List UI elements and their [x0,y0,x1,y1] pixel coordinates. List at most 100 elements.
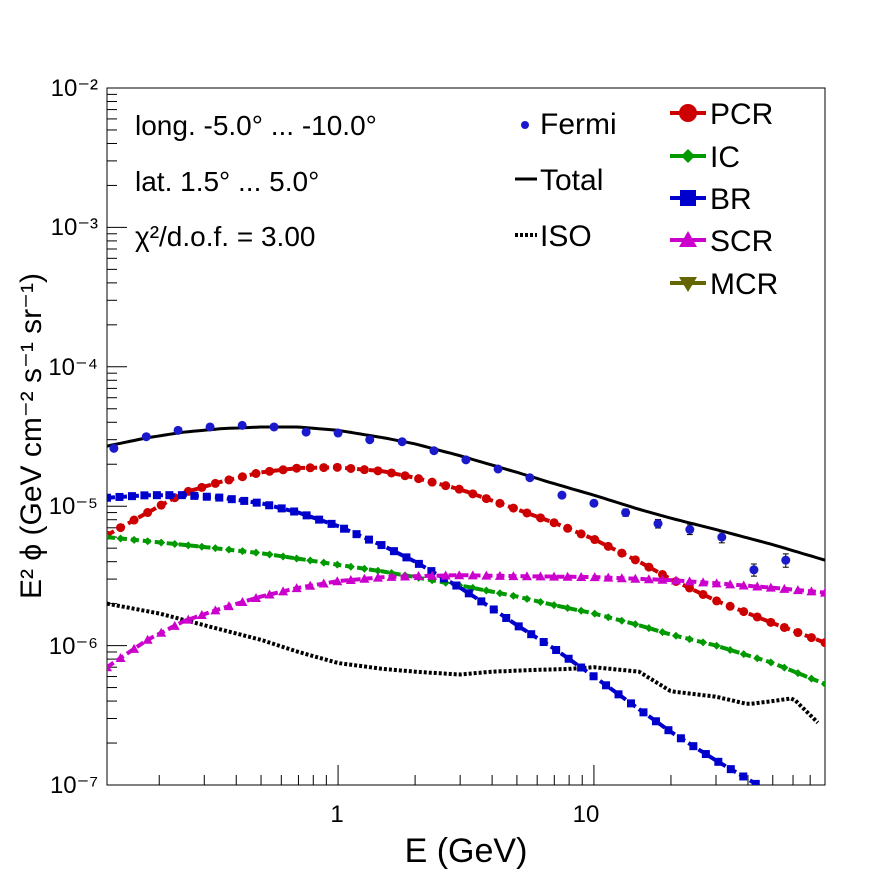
fermi-point [397,437,407,447]
series-marker-scr [210,605,221,615]
series-marker-scr [589,572,600,582]
series-marker-ic [116,534,125,543]
series-marker-ic [373,566,382,575]
legend-scr-label: SCR [710,225,773,258]
series-br [107,491,762,785]
series-marker-br [651,717,660,726]
series-marker-scr [725,579,736,589]
series-marker-ic [563,603,572,612]
series-marker-scr [630,573,641,583]
series-marker-scr [372,572,383,582]
series-marker-br [626,699,635,708]
series-marker-ic [279,552,288,561]
series-marker-ic [170,539,179,548]
series-marker-ic [509,591,518,600]
series-marker-br [527,630,536,639]
series-marker-pcr [332,462,342,472]
series-marker-br [265,501,274,510]
series-marker-pcr [685,583,695,593]
fermi-point [173,425,183,435]
series-marker-ic [157,538,166,547]
series-marker-scr [657,574,668,584]
series-marker-br [452,581,461,590]
series-marker-ic [333,560,342,569]
series-marker-pcr [292,463,302,473]
series-marker-br [389,547,398,556]
series-marker-scr [237,597,248,607]
series-marker-pcr [630,555,640,565]
series-marker-ic [224,545,233,554]
legend-fermi-marker [521,121,529,129]
series-marker-ic [793,669,802,678]
series-marker-ic [184,541,193,550]
legend-iso-label: ISO [540,220,592,253]
series-marker-scr [603,572,614,582]
series-marker-scr [521,571,532,581]
y-tick-label: 10⁻⁶ [49,633,98,660]
fermi-point [749,565,759,575]
series-marker-ic [197,542,206,551]
series-marker-br [602,681,611,690]
series-marker-br [152,491,161,500]
series-marker-ic [211,544,220,553]
series-marker-ic [143,537,152,546]
series-marker-pcr [712,596,722,606]
series-marker-ic [658,628,667,637]
series-marker-pcr [536,513,546,523]
series-marker-br [302,511,311,520]
series-marker-pcr [454,484,464,494]
series-marker-scr [318,578,329,588]
series-marker-pcr [495,498,505,508]
plot-frame [106,87,826,786]
series-marker-scr [481,570,492,580]
series-curves [107,425,825,785]
series-marker-br [477,597,486,606]
y-tick-label: 10⁻⁵ [49,493,98,520]
series-marker-ic [522,594,531,603]
series-marker-br [714,757,723,766]
series-marker-pcr [265,466,275,476]
series-marker-br [190,491,199,500]
series-marker-pcr [414,474,424,484]
series-marker-br [340,524,349,533]
series-marker-scr [115,653,126,663]
series-marker-ic [550,601,559,610]
series-marker-ic [238,547,247,556]
annotation-chi2: χ²/d.o.f. = 3.00 [135,221,315,252]
fermi-point [141,432,151,442]
series-marker-br [414,559,423,568]
series-marker-pcr [508,503,518,513]
series-marker-pcr [820,638,825,648]
series-marker-pcr [237,472,247,482]
series-marker-scr [291,583,302,593]
series-line-scr [107,573,825,669]
series-total [107,425,825,562]
series-marker-pcr [359,465,369,475]
series-marker-ic [482,586,491,595]
series-marker-br [751,779,760,785]
y-tick-label: 10⁻³ [51,214,98,241]
fermi-point [301,427,311,437]
series-marker-ic [821,680,825,689]
series-marker-br [589,672,598,681]
series-marker-br [352,530,361,539]
series-marker-pcr [319,463,329,473]
series-marker-ic [536,597,545,606]
fermi-points [109,420,791,577]
series-marker-scr [616,573,627,583]
series-marker-br [739,772,748,781]
series-marker-br [539,638,548,647]
series-marker-pcr [210,478,220,488]
series-marker-br [315,515,324,524]
fermi-point [589,498,599,508]
series-line-total [107,425,825,562]
series-marker-scr [467,570,478,580]
fermi-point [621,508,631,518]
series-marker-scr [711,578,722,588]
series-marker-br [577,663,586,672]
series-marker-scr [386,571,397,581]
annotation-latitude: lat. 1.5° ... 5.0° [135,166,319,197]
series-marker-pcr [793,628,803,638]
series-marker-scr [223,601,234,611]
series-marker-pcr [441,481,451,491]
